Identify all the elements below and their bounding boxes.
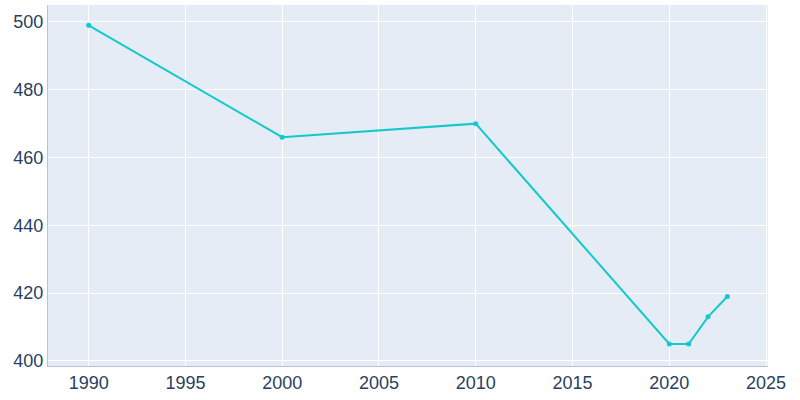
svg-text:400: 400 [13,351,43,371]
svg-text:2015: 2015 [552,373,592,393]
svg-text:500: 500 [13,12,43,32]
svg-text:460: 460 [13,148,43,168]
svg-text:1990: 1990 [69,373,109,393]
svg-text:480: 480 [13,80,43,100]
svg-text:2025: 2025 [746,373,786,393]
svg-text:2000: 2000 [262,373,302,393]
svg-text:440: 440 [13,216,43,236]
svg-text:2020: 2020 [649,373,689,393]
svg-text:2010: 2010 [456,373,496,393]
svg-text:1995: 1995 [165,373,205,393]
svg-text:420: 420 [13,283,43,303]
svg-text:2005: 2005 [359,373,399,393]
